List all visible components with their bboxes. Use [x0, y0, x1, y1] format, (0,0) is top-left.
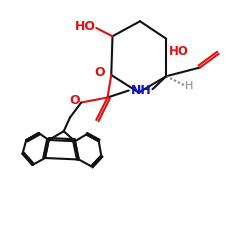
Text: HO: HO — [74, 20, 96, 33]
Text: O: O — [95, 66, 105, 78]
Text: NH: NH — [131, 84, 152, 97]
Text: O: O — [69, 94, 80, 106]
Text: H: H — [185, 81, 194, 91]
Text: HO: HO — [169, 45, 189, 58]
